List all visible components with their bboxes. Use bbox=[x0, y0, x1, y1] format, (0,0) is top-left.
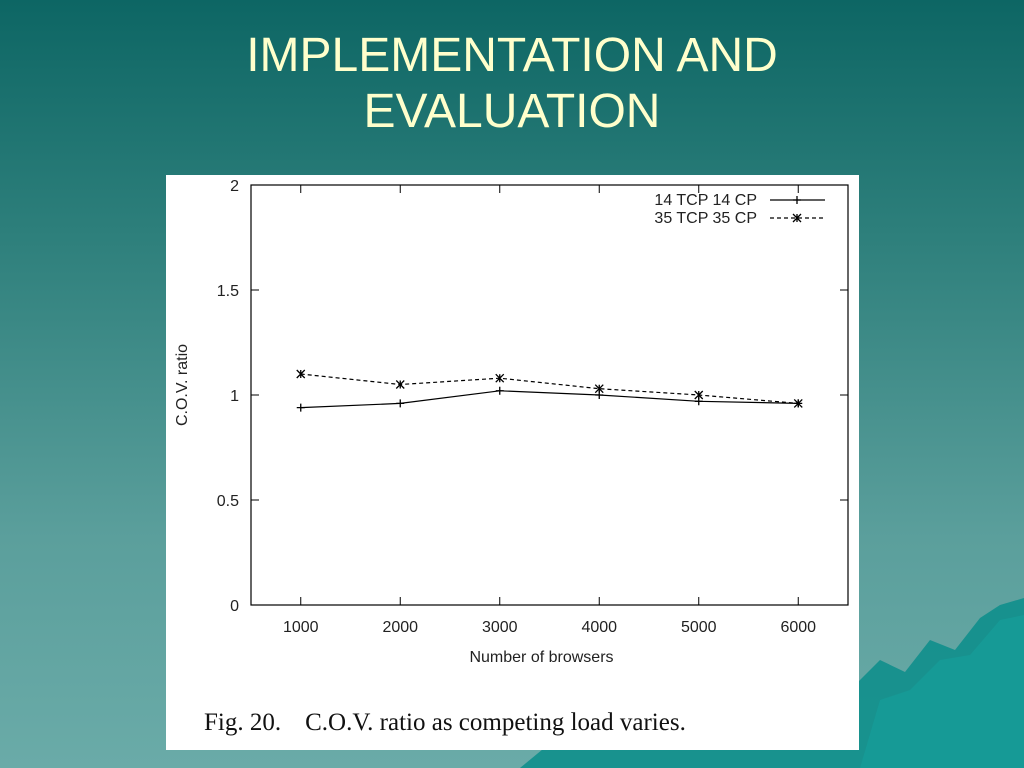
y-tick-label: 0.5 bbox=[217, 493, 239, 510]
series-line-1 bbox=[300, 390, 799, 409]
x-axis-label: Number of browsers bbox=[469, 649, 613, 666]
caption-text: C.O.V. ratio as competing load varies. bbox=[305, 709, 686, 736]
x-tick-label: 2000 bbox=[382, 619, 418, 636]
y-tick-label: 1.5 bbox=[217, 283, 239, 300]
data-point bbox=[296, 403, 305, 412]
cov-ratio-chart: 0 0.5 1 1.5 2 1000 2000 3000 4000 5000 6000 Number … bbox=[174, 178, 849, 666]
x-tick-label: 6000 bbox=[780, 619, 816, 636]
slide-title: IMPLEMENTATION AND EVALUATION bbox=[0, 28, 1024, 140]
figure-caption: Fig. 20. C.O.V. ratio as competing load v… bbox=[204, 709, 686, 737]
x-tick-label: 4000 bbox=[581, 619, 617, 636]
y-tick-label: 0 bbox=[230, 598, 239, 615]
x-tick-label: 5000 bbox=[681, 619, 717, 636]
figure-panel: 0 0.5 1 1.5 2 1000 2000 3000 4000 5000 6000 Number … bbox=[166, 175, 859, 750]
data-point bbox=[495, 386, 504, 395]
legend-label: 14 TCP 14 CP bbox=[654, 192, 757, 209]
legend-marker bbox=[793, 196, 801, 204]
data-point bbox=[793, 398, 803, 408]
data-point bbox=[495, 373, 505, 383]
figure-number: Fig. 20. bbox=[204, 709, 282, 736]
x-tick-label: 1000 bbox=[283, 619, 319, 636]
y-axis-label: C.O.V. ratio bbox=[174, 344, 191, 426]
plot-frame bbox=[250, 184, 849, 606]
data-point bbox=[296, 369, 306, 379]
y-tick-label: 1 bbox=[230, 388, 239, 405]
title-line-1: IMPLEMENTATION AND bbox=[246, 29, 778, 82]
data-point bbox=[395, 380, 405, 389]
y-tick-label: 2 bbox=[230, 178, 239, 195]
data-point bbox=[594, 384, 604, 394]
legend-label: 35 TCP 35 CP bbox=[654, 210, 757, 227]
series-line-2 bbox=[300, 373, 799, 404]
x-tick-label: 3000 bbox=[482, 619, 518, 636]
title-line-2: EVALUATION bbox=[363, 85, 661, 138]
data-point bbox=[396, 399, 405, 408]
legend-marker bbox=[792, 213, 802, 223]
data-point bbox=[694, 390, 704, 400]
